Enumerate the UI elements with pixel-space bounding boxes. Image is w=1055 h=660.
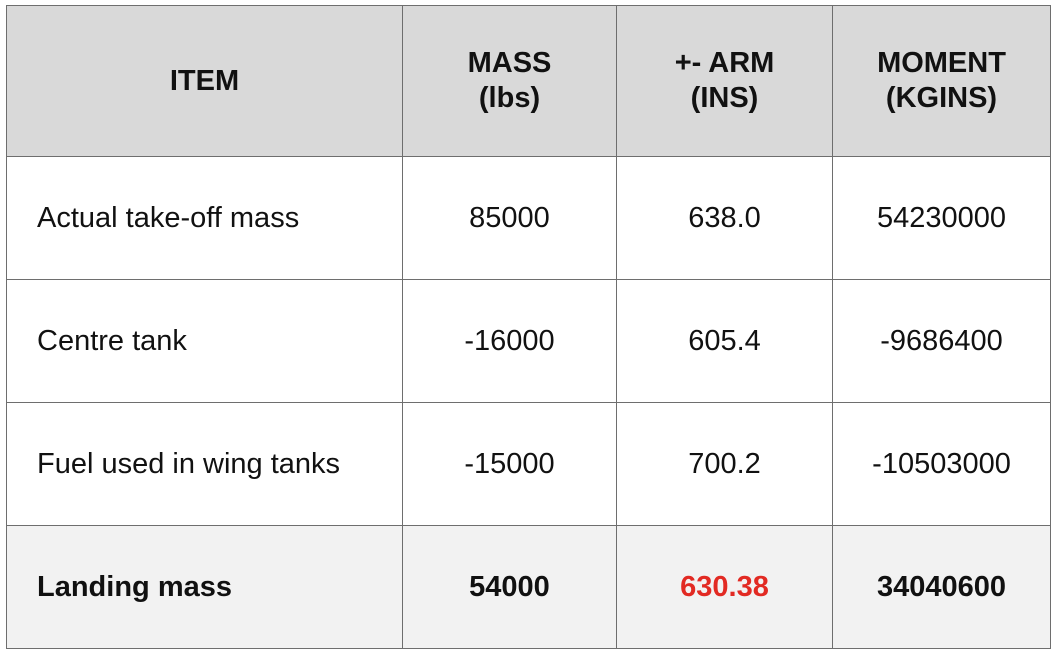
header-mass: MASS (lbs) <box>402 5 617 157</box>
weight-balance-table: ITEM MASS (lbs) +- ARM (INS) MOMENT (KGI… <box>6 5 1051 649</box>
arm-cell: 605.4 <box>616 279 833 403</box>
item-cell: Fuel used in wing tanks <box>6 402 403 526</box>
total-mass-cell: 54000 <box>402 525 617 649</box>
arm-cell: 638.0 <box>616 156 833 280</box>
header-arm: +- ARM (INS) <box>616 5 833 157</box>
arm-cell: 700.2 <box>616 402 833 526</box>
table-row: Actual take-off mass 85000 638.0 5423000… <box>6 156 1051 280</box>
table-row: Fuel used in wing tanks -15000 700.2 -10… <box>6 402 1051 526</box>
total-arm-cell: 630.38 <box>616 525 833 649</box>
moment-cell: 54230000 <box>832 156 1051 280</box>
table-row: Centre tank -16000 605.4 -9686400 <box>6 279 1051 403</box>
moment-cell: -10503000 <box>832 402 1051 526</box>
item-cell: Actual take-off mass <box>6 156 403 280</box>
mass-cell: -16000 <box>402 279 617 403</box>
mass-cell: 85000 <box>402 156 617 280</box>
header-item: ITEM <box>6 5 403 157</box>
mass-cell: -15000 <box>402 402 617 526</box>
item-cell: Centre tank <box>6 279 403 403</box>
moment-cell: -9686400 <box>832 279 1051 403</box>
total-item-cell: Landing mass <box>6 525 403 649</box>
header-row: ITEM MASS (lbs) +- ARM (INS) MOMENT (KGI… <box>6 5 1051 157</box>
total-moment-cell: 34040600 <box>832 525 1051 649</box>
header-moment: MOMENT (KGINS) <box>832 5 1051 157</box>
total-row: Landing mass 54000 630.38 34040600 <box>6 525 1051 649</box>
